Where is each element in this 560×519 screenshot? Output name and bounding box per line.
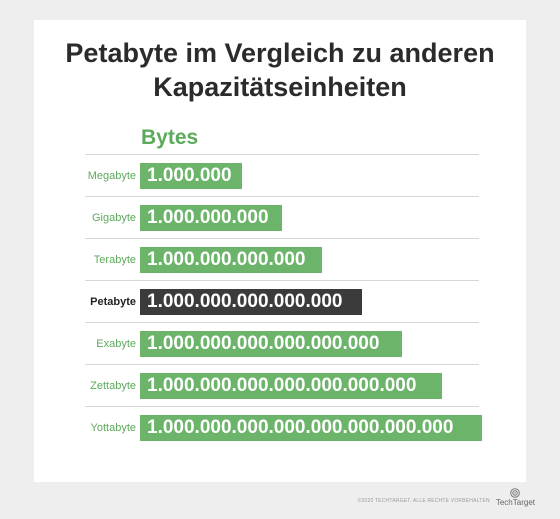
category-label: Exabyte: [96, 338, 136, 350]
bar: 1.000.000.000.000.000.000.000.000: [140, 415, 482, 441]
brand-name: TechTarget: [495, 498, 535, 507]
bar-row-megabyte: Megabyte 1.000.000: [85, 154, 479, 197]
infographic-card: Petabyte im Vergleich zu anderen Kapazit…: [34, 20, 526, 482]
category-label: Zettabyte: [90, 380, 136, 392]
category-label: Terabyte: [93, 254, 136, 266]
bar: 1.000.000.000.000.000.000.000: [140, 373, 442, 399]
bar: 1.000.000: [140, 163, 242, 189]
bar: 1.000.000.000.000: [140, 247, 322, 273]
footer: ©2020 TECHTARGET. ALLE RECHTE VORBEHALTE…: [358, 488, 535, 507]
category-label: Gigabyte: [91, 212, 136, 224]
bar-row-terabyte: Terabyte 1.000.000.000.000: [85, 238, 479, 281]
category-label: Megabyte: [87, 170, 136, 182]
bar-row-zettabyte: Zettabyte 1.000.000.000.000.000.000.000: [85, 364, 479, 407]
bar: 1.000.000.000.000.000: [140, 289, 362, 315]
category-label: Petabyte: [90, 296, 136, 308]
column-header-bytes: Bytes: [141, 126, 199, 149]
bar: 1.000.000.000: [140, 205, 282, 231]
bar-row-gigabyte: Gigabyte 1.000.000.000: [85, 196, 479, 239]
techtarget-target-icon: [510, 488, 521, 498]
copyright-text: ©2020 TECHTARGET. ALLE RECHTE VORBEHALTE…: [357, 498, 490, 504]
title-line-1: Petabyte im Vergleich zu anderen: [65, 38, 495, 68]
chart-title: Petabyte im Vergleich zu anderen Kapazit…: [34, 36, 526, 104]
bar-row-petabyte: Petabyte 1.000.000.000.000.000: [85, 280, 479, 323]
bar-row-exabyte: Exabyte 1.000.000.000.000.000.000: [85, 322, 479, 365]
bar: 1.000.000.000.000.000.000: [140, 331, 402, 357]
category-label: Yottabyte: [90, 422, 136, 434]
brand-logo: TechTarget: [496, 488, 535, 507]
title-line-2: Kapazitätseinheiten: [153, 72, 407, 102]
bar-row-yottabyte: Yottabyte 1.000.000.000.000.000.000.000.0…: [85, 406, 482, 449]
